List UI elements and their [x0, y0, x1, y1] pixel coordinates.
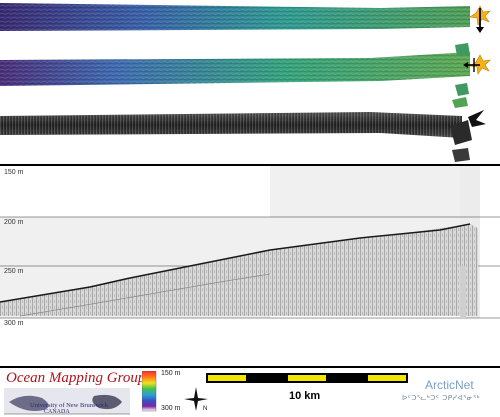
depth-colorbar	[142, 371, 157, 412]
depth-label-150: 150 m	[4, 169, 24, 176]
group-name: Ocean Mapping Group	[6, 370, 146, 386]
university-name: University of New Brunswick	[30, 402, 109, 409]
scale-bar-label: 10 km	[289, 390, 321, 402]
swath-fragments	[450, 43, 472, 162]
depth-label-250: 250 m	[4, 268, 24, 275]
pointer-marker-icon	[468, 110, 486, 127]
colorbar-top-label: 150 m	[161, 370, 181, 377]
north-arrow-icon: N	[184, 387, 208, 412]
svg-text:N: N	[203, 406, 207, 412]
seabed-reflector	[0, 223, 471, 303]
arcticnet-syllabics: ᐅᑦᑐᕐᓚᒃᑐᑦ ᑐᑭᓯᐊᕐᓂᕐᒃ	[402, 394, 480, 402]
swath-strip-color-1	[0, 3, 470, 31]
depth-label-200: 200 m	[4, 219, 24, 226]
country-label: CANADA	[44, 409, 70, 415]
swath-panel	[0, 0, 500, 166]
sediment-fill	[0, 224, 478, 316]
swath-strip-backscatter	[0, 112, 462, 138]
ocean-mapping-logo-icon	[4, 388, 130, 415]
window-block	[0, 217, 270, 266]
sun-marker-icon	[469, 5, 491, 33]
arcticnet-logo: ArcticNet	[425, 378, 474, 392]
depth-label-300: 300 m	[4, 320, 24, 327]
subbottom-profile-panel: 150 m 200 m 250 m 300 m	[0, 166, 500, 368]
scale-bar	[206, 373, 408, 383]
sun-marker-icon	[463, 54, 491, 75]
subbottom-profile	[0, 166, 500, 319]
legend-panel: Ocean Mapping Group University of New Br…	[0, 368, 500, 417]
colorbar-bottom-label: 300 m	[161, 405, 181, 412]
swath-map	[0, 3, 491, 162]
swath-strip-color-2	[0, 52, 470, 86]
